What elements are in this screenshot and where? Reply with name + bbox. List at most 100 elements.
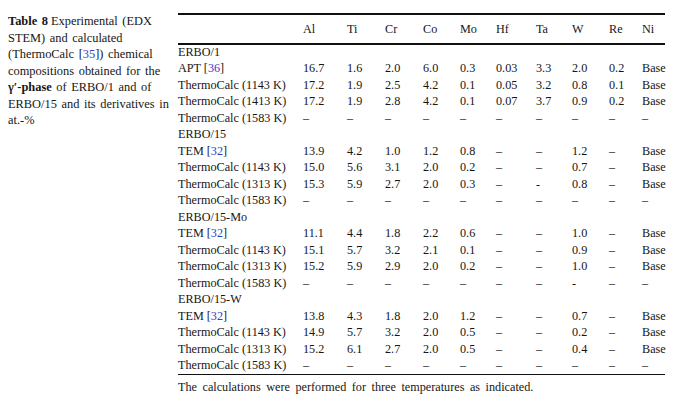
cell-re: – — [609, 325, 642, 342]
row-label: APT [36] — [178, 61, 303, 78]
cell-ti: 1.9 — [347, 77, 385, 94]
cell-cr: – — [385, 358, 423, 375]
cell-w: – — [572, 193, 609, 210]
table-row: TEM [32]13.84.31.82.01.2––0.7–Base — [178, 308, 665, 325]
section-row: ERBO/15 — [178, 127, 665, 144]
cell-re: – — [609, 308, 642, 325]
cell-ni: – — [642, 275, 665, 292]
cell-co: – — [423, 193, 460, 210]
cell-ti: 4.2 — [347, 143, 385, 160]
citation-ref-32[interactable]: 32 — [211, 226, 223, 240]
cell-w: 0.7 — [572, 308, 609, 325]
caption-text: ]) chemical — [95, 47, 153, 61]
row-label: ThermoCalc (1143 K) — [178, 242, 303, 259]
cell-co: 2.1 — [423, 242, 460, 259]
empty-header-cell — [178, 14, 303, 44]
citation-ref-36[interactable]: 36 — [208, 61, 220, 75]
cell-w: - — [572, 275, 609, 292]
cell-co: – — [423, 358, 460, 375]
cell-cr: 3.2 — [385, 325, 423, 342]
cell-mo: 0.1 — [460, 94, 496, 111]
row-label: ThermoCalc (1143 K) — [178, 77, 303, 94]
cell-w: 0.7 — [572, 160, 609, 177]
cell-hf: – — [496, 193, 536, 210]
cell-hf: – — [496, 308, 536, 325]
section-label: ERBO/1 — [178, 44, 665, 61]
cell-w: 0.2 — [572, 325, 609, 342]
row-label-text: ] — [223, 226, 227, 240]
cell-ti: 5.9 — [347, 176, 385, 193]
cell-ta: - — [536, 176, 572, 193]
row-label: ThermoCalc (1313 K) — [178, 176, 303, 193]
row-label-text: TEM [ — [178, 226, 211, 240]
cell-hf: – — [496, 110, 536, 127]
column-header-mo: Mo — [460, 14, 496, 44]
cell-ti: – — [347, 193, 385, 210]
cell-w: 1.0 — [572, 226, 609, 243]
citation-ref-32[interactable]: 32 — [211, 309, 223, 323]
cell-ti: 1.6 — [347, 61, 385, 78]
cell-hf: 0.05 — [496, 77, 536, 94]
cell-al: 13.9 — [303, 143, 347, 160]
cell-re: – — [609, 275, 642, 292]
column-header-al: Al — [303, 14, 347, 44]
table-number: Table 8 — [8, 14, 48, 28]
cell-ni: Base — [642, 61, 665, 78]
citation-ref-32[interactable]: 32 — [211, 144, 223, 158]
cell-co: – — [423, 110, 460, 127]
table-body: ERBO/1APT [36]16.71.62.06.00.30.033.32.0… — [178, 44, 665, 374]
caption-line: Table 8Experimental (EDX — [8, 13, 178, 30]
cell-ta: – — [536, 193, 572, 210]
cell-re: – — [609, 358, 642, 375]
table-row: TEM [32]13.94.21.01.20.8––1.2–Base — [178, 143, 665, 160]
row-label: ThermoCalc (1313 K) — [178, 259, 303, 276]
cell-ta: – — [536, 308, 572, 325]
cell-w: – — [572, 358, 609, 375]
table-row: ThermoCalc (1143 K)17.21.92.54.20.10.053… — [178, 77, 665, 94]
composition-table-container: AlTiCrCoMoHfTaWReNi ERBO/1APT [36]16.71.… — [178, 13, 665, 395]
cell-al: – — [303, 193, 347, 210]
table-row: ThermoCalc (1583 K)–––––––-–– — [178, 275, 665, 292]
cell-mo: 0.5 — [460, 341, 496, 358]
cell-cr: 2.7 — [385, 176, 423, 193]
cell-ta: – — [536, 143, 572, 160]
row-label: ThermoCalc (1583 K) — [178, 358, 303, 375]
cell-ti: 4.3 — [347, 308, 385, 325]
header-row: AlTiCrCoMoHfTaWReNi — [178, 14, 665, 44]
cell-ni: – — [642, 358, 665, 375]
cell-ta: – — [536, 110, 572, 127]
cell-mo: 0.3 — [460, 61, 496, 78]
cell-al: – — [303, 110, 347, 127]
cell-w: 0.9 — [572, 242, 609, 259]
cell-al: 16.7 — [303, 61, 347, 78]
section-label: ERBO/15-W — [178, 292, 665, 309]
cell-hf: – — [496, 259, 536, 276]
cell-al: 15.2 — [303, 259, 347, 276]
cell-al: 14.9 — [303, 325, 347, 342]
row-label-text: ] — [223, 309, 227, 323]
cell-w: 1.2 — [572, 143, 609, 160]
citation-ref-35[interactable]: 35 — [83, 47, 95, 61]
cell-ti: 1.9 — [347, 94, 385, 111]
cell-w: 2.0 — [572, 61, 609, 78]
cell-hf: – — [496, 358, 536, 375]
composition-table: AlTiCrCoMoHfTaWReNi ERBO/1APT [36]16.71.… — [178, 13, 665, 375]
section-row: ERBO/15-W — [178, 292, 665, 309]
section-row: ERBO/1 — [178, 44, 665, 61]
row-label: ThermoCalc (1143 K) — [178, 325, 303, 342]
cell-ta: – — [536, 160, 572, 177]
cell-re: – — [609, 193, 642, 210]
table-row: ThermoCalc (1143 K)15.15.73.22.10.1––0.9… — [178, 242, 665, 259]
cell-cr: 2.5 — [385, 77, 423, 94]
cell-ni: Base — [642, 143, 665, 160]
cell-ti: – — [347, 110, 385, 127]
cell-w: – — [572, 110, 609, 127]
column-header-ni: Ni — [642, 14, 665, 44]
cell-mo: 0.2 — [460, 160, 496, 177]
cell-mo: 0.8 — [460, 143, 496, 160]
cell-al: 17.2 — [303, 94, 347, 111]
cell-co: 2.0 — [423, 160, 460, 177]
cell-cr: 3.2 — [385, 242, 423, 259]
row-label-text: APT [ — [178, 61, 208, 75]
cell-ta: 3.3 — [536, 61, 572, 78]
